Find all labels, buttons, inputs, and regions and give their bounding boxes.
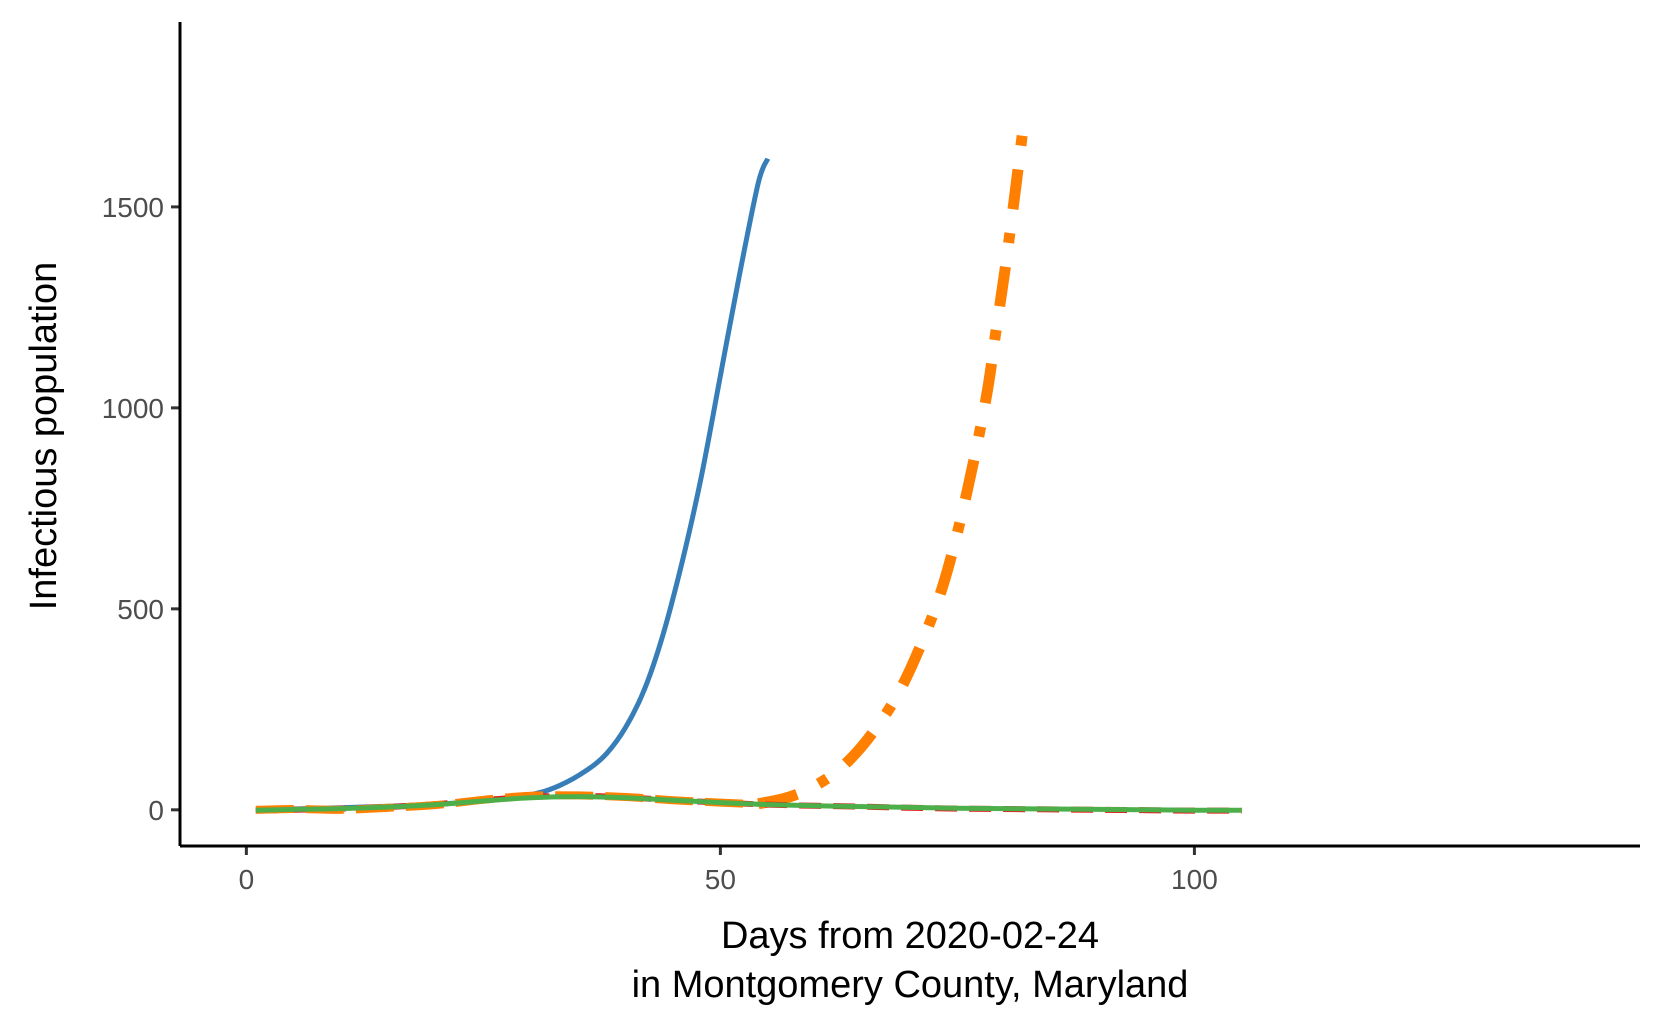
- y-tick-label: 0: [148, 795, 164, 826]
- series-line-1: [255, 157, 771, 813]
- x-tick-label: 50: [705, 864, 736, 895]
- y-tick-label: 1000: [102, 393, 164, 424]
- x-axis-title: Days from 2020-02-24: [721, 915, 1099, 957]
- x-tick-label: 0: [239, 864, 255, 895]
- x-tick-label: 100: [1171, 864, 1218, 895]
- y-tick-label: 500: [117, 594, 164, 625]
- series-line-5: [255, 794, 1242, 813]
- series-line-2: [757, 121, 1030, 810]
- series-layer: [255, 121, 1242, 814]
- y-tick-label: 1500: [102, 192, 164, 223]
- y-axis-title: Infectious population: [23, 262, 65, 611]
- y-axis-ticks: 0 500 1000 1500: [102, 192, 180, 826]
- x-axis-title-line2: in Montgomery County, Maryland: [632, 964, 1189, 1006]
- x-axis-ticks: 0 50 100: [239, 846, 1218, 895]
